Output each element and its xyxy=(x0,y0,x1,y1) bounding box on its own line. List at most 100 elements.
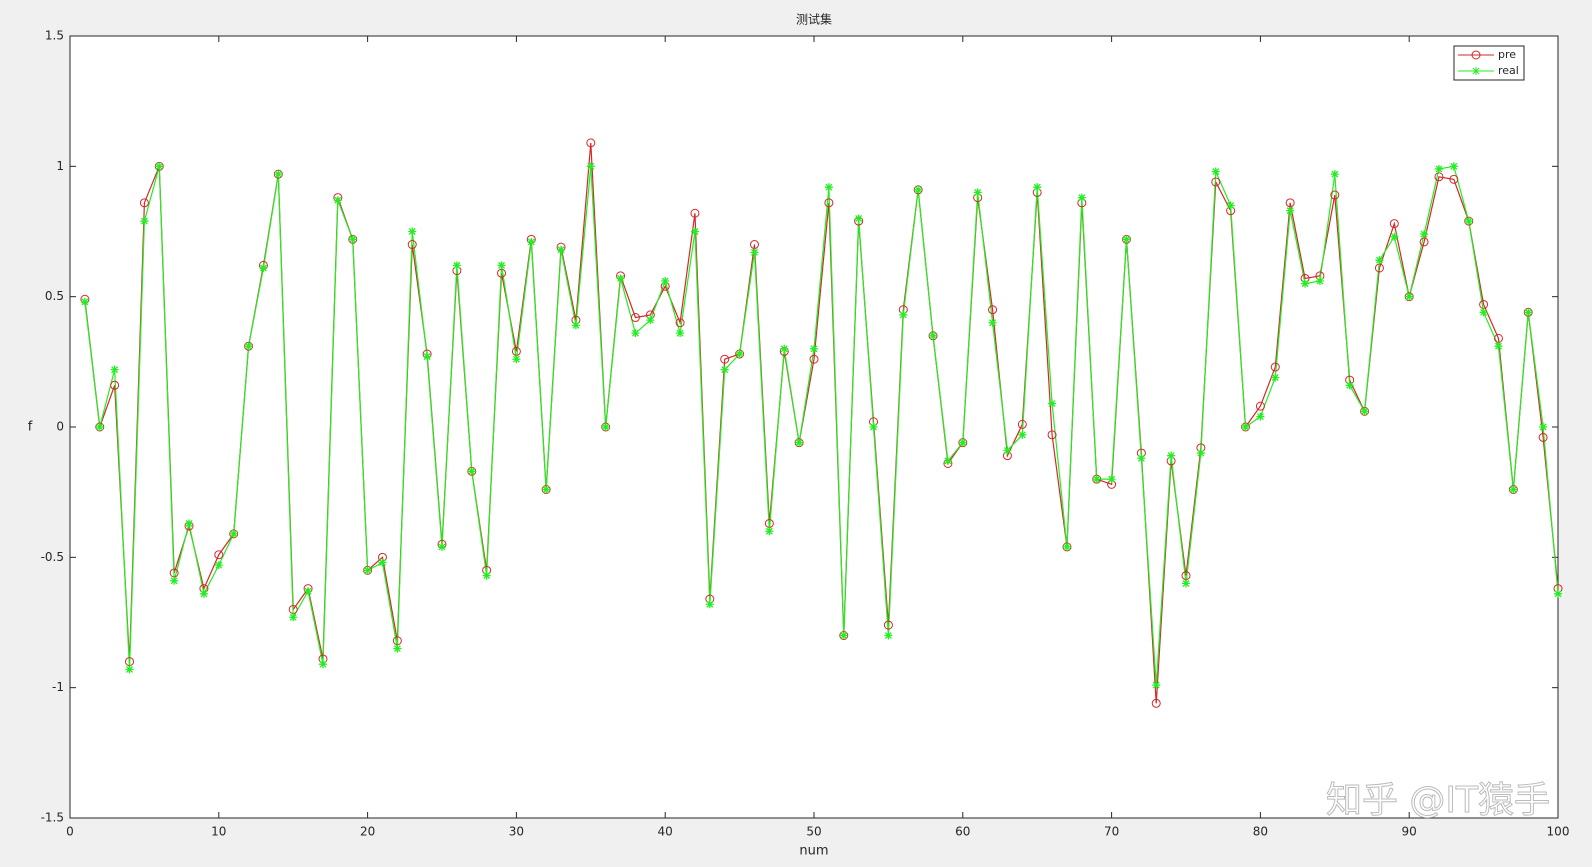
marker xyxy=(1107,475,1116,484)
marker xyxy=(408,227,417,236)
x-tick-label: 10 xyxy=(211,825,226,839)
marker xyxy=(1226,201,1235,210)
marker xyxy=(720,354,730,364)
marker xyxy=(735,350,744,359)
y-tick-label: 1 xyxy=(56,159,64,173)
y-tick-label: -1.5 xyxy=(41,811,64,825)
marker xyxy=(839,631,848,640)
y-tick-label: -0.5 xyxy=(41,550,64,564)
marker xyxy=(1509,485,1518,494)
marker xyxy=(973,188,982,197)
watermark: 知乎 @IT猿手 xyxy=(1326,780,1550,821)
marker xyxy=(1270,362,1280,372)
marker xyxy=(1286,206,1295,215)
marker xyxy=(1330,170,1339,179)
marker xyxy=(1420,230,1429,239)
marker xyxy=(1003,446,1012,455)
marker xyxy=(616,274,625,283)
marker xyxy=(1479,308,1488,317)
legend-label: pre xyxy=(1498,48,1516,61)
marker xyxy=(943,456,952,465)
marker xyxy=(1449,174,1459,184)
marker xyxy=(780,344,789,353)
legend-marker xyxy=(1471,50,1481,60)
marker xyxy=(1255,401,1265,411)
marker xyxy=(557,245,566,254)
marker xyxy=(571,321,580,330)
marker xyxy=(899,310,908,319)
marker xyxy=(675,318,685,328)
marker xyxy=(289,613,298,622)
marker xyxy=(407,240,417,250)
marker xyxy=(1494,342,1503,351)
marker xyxy=(1062,542,1071,551)
marker xyxy=(1182,579,1190,588)
marker xyxy=(1271,373,1280,382)
marker xyxy=(423,352,432,361)
marker xyxy=(214,550,224,560)
marker xyxy=(304,587,313,596)
marker xyxy=(140,217,149,226)
marker xyxy=(854,214,863,223)
marker xyxy=(988,318,997,327)
legend-label: real xyxy=(1498,64,1519,77)
x-tick-label: 60 xyxy=(955,825,970,839)
marker xyxy=(1048,399,1057,408)
marker xyxy=(259,263,268,272)
x-tick-label: 80 xyxy=(1253,825,1268,839)
series-line xyxy=(84,165,1559,686)
marker xyxy=(1538,432,1548,442)
marker xyxy=(1211,167,1220,176)
marker xyxy=(1211,177,1221,187)
marker xyxy=(1092,475,1101,484)
marker xyxy=(1345,381,1354,390)
marker xyxy=(125,665,134,674)
marker xyxy=(80,297,89,306)
y-tick-label: 0.5 xyxy=(45,289,64,303)
marker xyxy=(586,162,595,171)
marker xyxy=(333,196,342,205)
y-tick-label: 0 xyxy=(56,420,64,434)
marker xyxy=(1434,164,1443,173)
x-tick-label: 40 xyxy=(658,825,673,839)
marker xyxy=(929,331,938,340)
marker xyxy=(824,198,834,208)
marker xyxy=(1018,430,1027,439)
marker xyxy=(1524,308,1533,317)
marker xyxy=(1122,235,1131,244)
marker xyxy=(810,344,818,353)
marker xyxy=(348,235,357,244)
marker xyxy=(170,576,179,585)
x-tick-label: 100 xyxy=(1547,825,1570,839)
marker xyxy=(1330,190,1340,200)
x-tick-label: 70 xyxy=(1104,825,1119,839)
chart-title: 测试集 xyxy=(796,12,832,27)
marker xyxy=(1167,451,1176,460)
marker xyxy=(1375,256,1384,265)
marker xyxy=(1315,277,1324,286)
y-tick-label: 1.5 xyxy=(45,29,64,43)
marker xyxy=(1151,698,1161,708)
marker xyxy=(765,527,774,536)
marker xyxy=(601,423,610,431)
x-tick-label: 20 xyxy=(360,825,375,839)
marker xyxy=(883,620,893,630)
marker xyxy=(809,354,819,364)
marker xyxy=(95,423,104,431)
marker xyxy=(318,660,327,669)
y-tick-label: -1 xyxy=(52,680,64,694)
marker xyxy=(631,329,640,338)
marker xyxy=(512,355,521,364)
x-tick-label: 90 xyxy=(1402,825,1417,839)
x-tick-label: 30 xyxy=(509,825,524,839)
marker xyxy=(720,365,729,374)
marker xyxy=(676,329,685,338)
marker xyxy=(214,561,223,570)
y-axis-label: f xyxy=(28,420,33,435)
marker xyxy=(750,248,759,257)
marker xyxy=(884,631,893,640)
marker xyxy=(155,162,164,171)
marker xyxy=(139,198,149,208)
marker xyxy=(630,313,640,323)
marker xyxy=(110,365,119,374)
